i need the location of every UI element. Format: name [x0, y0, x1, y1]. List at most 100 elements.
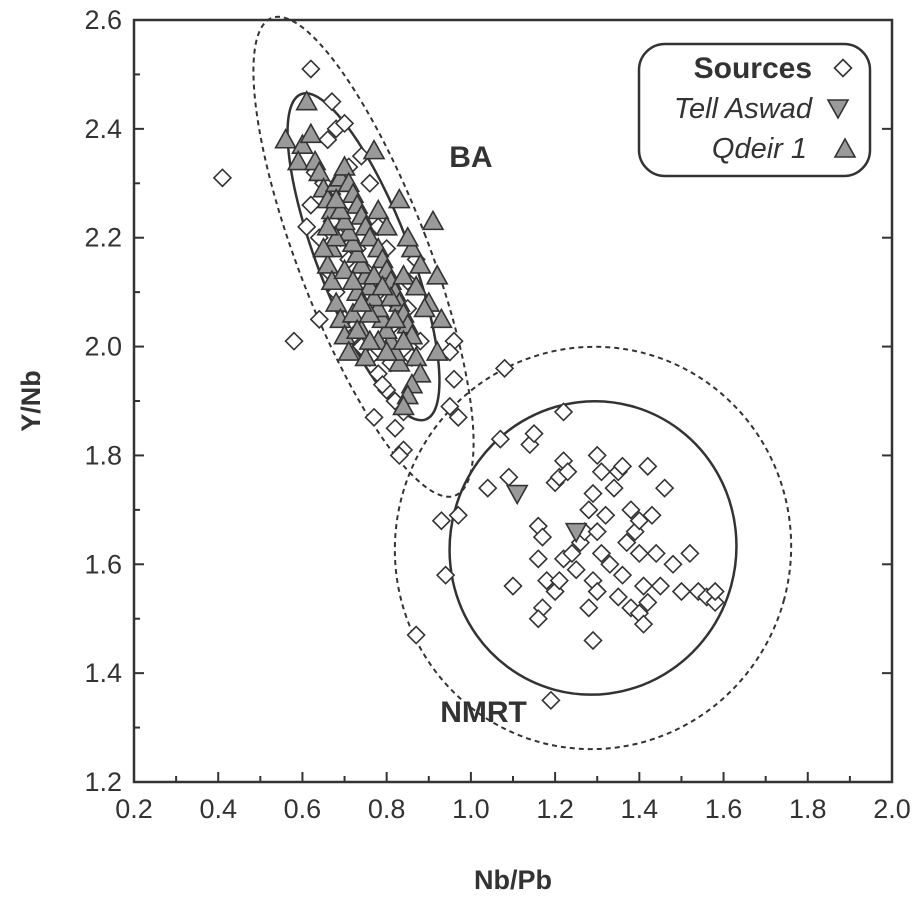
- point-sources: [212, 168, 233, 188]
- point-sources: [633, 576, 654, 596]
- point-sources: [301, 195, 321, 215]
- x-tick-label: 0.4: [199, 794, 237, 824]
- point-sources: [579, 500, 599, 520]
- point-qdeir-1: [295, 89, 319, 111]
- point-sources: [583, 483, 603, 504]
- point-sources: [633, 614, 654, 634]
- point-qdeir-1: [392, 394, 415, 416]
- point-qdeir-1: [354, 345, 377, 367]
- point-sources: [448, 407, 468, 427]
- point-qdeir-1: [324, 291, 348, 312]
- point-sources: [591, 462, 612, 482]
- point-qdeir-1: [413, 296, 436, 318]
- point-sources: [833, 58, 853, 78]
- point-sources: [553, 402, 574, 422]
- point-qdeir-1: [333, 258, 356, 280]
- point-sources: [435, 565, 456, 585]
- point-sources: [671, 581, 692, 602]
- point-sources: [478, 478, 498, 498]
- point-sources: [663, 554, 683, 574]
- point-qdeir-1: [421, 209, 445, 231]
- point-sources: [587, 521, 607, 542]
- legend-qdeir-label: Qdeir 1: [712, 133, 807, 165]
- point-qdeir-1: [316, 253, 340, 274]
- point-qdeir-1: [341, 269, 365, 291]
- point-qdeir-1: [362, 285, 386, 307]
- point-sources: [638, 592, 658, 613]
- point-qdeir-1: [392, 329, 415, 350]
- point-tell-aswad: [505, 484, 529, 506]
- point-qdeir-1: [274, 128, 297, 149]
- x-tick-label: 1.4: [621, 794, 659, 824]
- point-sources: [579, 598, 599, 618]
- point-qdeir-1: [299, 122, 323, 144]
- point-qdeir-1: [387, 351, 411, 372]
- point-sources: [440, 396, 460, 417]
- point-sources: [503, 576, 523, 596]
- point-qdeir-1: [337, 220, 361, 242]
- point-qdeir-1: [375, 318, 399, 340]
- legend-title: Sources: [694, 52, 812, 85]
- x-tick-label: 1.2: [536, 794, 574, 824]
- point-sources: [646, 543, 666, 564]
- point-qdeir-1: [316, 215, 340, 236]
- x-tick-label: 1.6: [705, 794, 743, 824]
- point-sources: [364, 407, 384, 427]
- y-tick-label: 1.4: [84, 658, 122, 688]
- point-qdeir-1: [430, 307, 453, 329]
- ellipse-nmrt-solid: [448, 400, 738, 696]
- x-tick-label: 2.0: [873, 794, 911, 824]
- point-sources: [558, 462, 578, 482]
- point-qdeir-1: [307, 160, 331, 182]
- y-tick-label: 1.6: [84, 549, 122, 579]
- point-qdeir-1: [312, 236, 335, 258]
- point-sources: [360, 173, 380, 193]
- point-sources: [372, 375, 393, 395]
- point-qdeir-1: [358, 226, 382, 247]
- point-sources: [638, 456, 658, 476]
- point-sources: [562, 543, 582, 564]
- point-qdeir-1: [362, 264, 386, 285]
- tick-labels: 0.2 0.4 0.6 0.8 1.0 1.2 1.4 1.6 1.8 2.0 1.2 1.4 1.6 1…: [84, 5, 910, 824]
- point-qdeir-1: [324, 187, 348, 209]
- x-tick-label: 0.2: [115, 794, 153, 824]
- y-tick-label: 2.2: [84, 223, 122, 253]
- ellipse-ba-dashed: [252, 15, 475, 498]
- point-sources: [541, 690, 561, 710]
- point-sources: [587, 581, 607, 602]
- ellipse-nmrt-dashed: [393, 345, 793, 751]
- y-tick-label: 1.2: [84, 767, 122, 797]
- point-qdeir-1: [387, 187, 411, 209]
- point-sources: [600, 554, 620, 574]
- point-sources: [490, 429, 510, 449]
- point-qdeir-1: [379, 285, 403, 307]
- region-label-ba: BA: [449, 141, 492, 174]
- point-sources: [406, 625, 426, 645]
- legend-sources-marker: [833, 58, 853, 78]
- point-sources: [587, 445, 607, 466]
- data-points: [212, 59, 725, 710]
- point-qdeir-1: [341, 231, 365, 252]
- point-sources: [612, 565, 633, 585]
- point-sources: [705, 592, 725, 613]
- point-qdeir-1: [375, 215, 399, 236]
- point-sources: [549, 570, 569, 591]
- legend-box: [637, 42, 872, 178]
- point-sources: [629, 543, 649, 564]
- point-qdeir-1: [324, 226, 348, 247]
- legend-tell-aswad-marker: [826, 99, 850, 120]
- point-sources: [612, 456, 633, 476]
- point-sources: [537, 570, 557, 591]
- point-sources: [642, 505, 662, 525]
- point-qdeir-1: [358, 329, 382, 350]
- point-qdeir-1: [358, 302, 382, 323]
- point-qdeir-1: [286, 149, 310, 171]
- point-qdeir-1: [425, 264, 449, 285]
- point-qdeir-1: [371, 275, 394, 296]
- point-qdeir-1: [333, 155, 356, 176]
- point-sources: [583, 630, 603, 651]
- point-qdeir-1: [425, 340, 449, 361]
- point-qdeir-1: [345, 318, 369, 340]
- x-tick-label: 1.8: [789, 794, 827, 824]
- point-sources: [385, 418, 405, 438]
